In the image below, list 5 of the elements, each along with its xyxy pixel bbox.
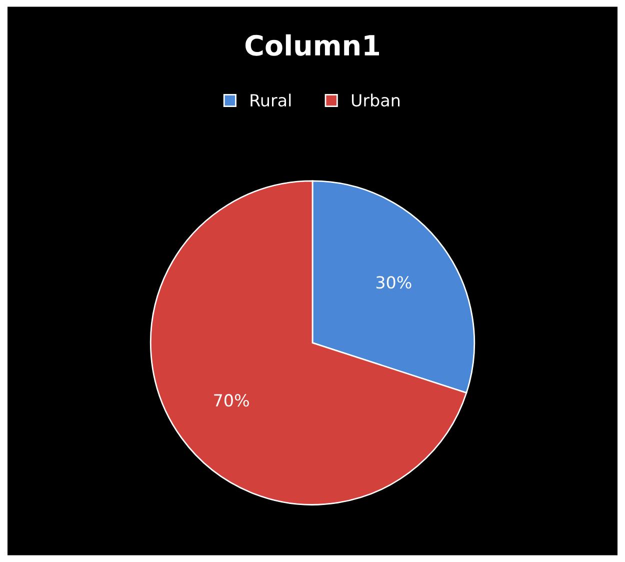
data-label: 70% xyxy=(214,394,249,407)
chart-title: Column1 xyxy=(245,34,379,56)
legend-label: Rural xyxy=(250,94,291,107)
data-label: 30% xyxy=(376,276,412,289)
legend-label: Urban xyxy=(352,94,400,107)
